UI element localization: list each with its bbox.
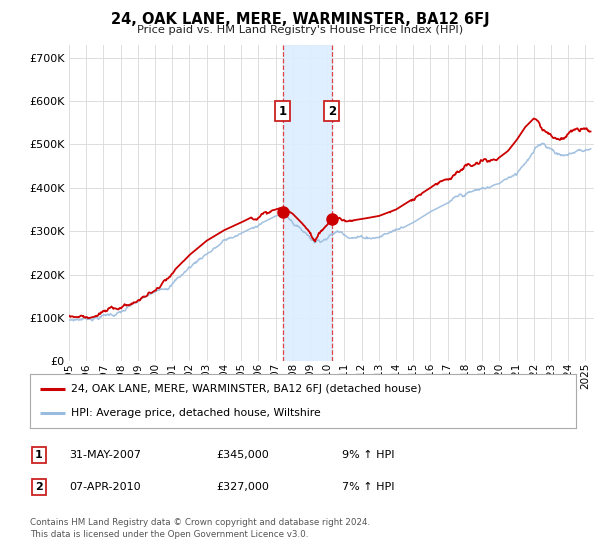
Text: Price paid vs. HM Land Registry's House Price Index (HPI): Price paid vs. HM Land Registry's House … <box>137 25 463 35</box>
Text: 24, OAK LANE, MERE, WARMINSTER, BA12 6FJ (detached house): 24, OAK LANE, MERE, WARMINSTER, BA12 6FJ… <box>71 384 421 394</box>
Text: £327,000: £327,000 <box>216 482 269 492</box>
Text: 24, OAK LANE, MERE, WARMINSTER, BA12 6FJ: 24, OAK LANE, MERE, WARMINSTER, BA12 6FJ <box>110 12 490 27</box>
Text: 1: 1 <box>35 450 43 460</box>
Text: 9% ↑ HPI: 9% ↑ HPI <box>342 450 395 460</box>
Text: 07-APR-2010: 07-APR-2010 <box>69 482 140 492</box>
Text: 2: 2 <box>328 105 336 118</box>
Text: HPI: Average price, detached house, Wiltshire: HPI: Average price, detached house, Wilt… <box>71 408 320 418</box>
Text: 2: 2 <box>35 482 43 492</box>
Text: 7% ↑ HPI: 7% ↑ HPI <box>342 482 395 492</box>
Bar <box>283 45 332 361</box>
Text: 31-MAY-2007: 31-MAY-2007 <box>69 450 141 460</box>
Text: 1: 1 <box>279 105 287 118</box>
Text: Contains HM Land Registry data © Crown copyright and database right 2024.
This d: Contains HM Land Registry data © Crown c… <box>30 518 370 539</box>
Text: £345,000: £345,000 <box>216 450 269 460</box>
